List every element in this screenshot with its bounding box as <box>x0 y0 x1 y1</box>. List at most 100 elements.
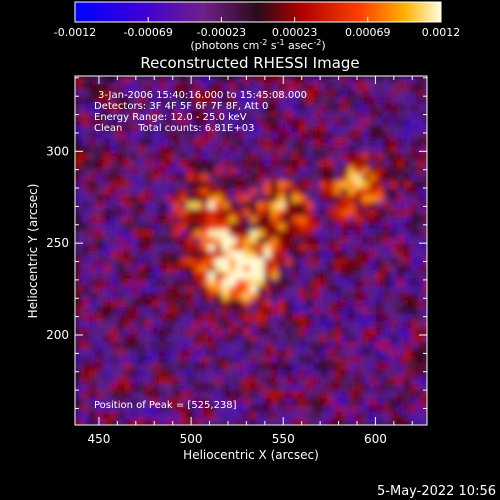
heatmap-cell <box>243 272 251 280</box>
heatmap-cell <box>425 377 427 385</box>
heatmap-cell <box>264 146 272 154</box>
heatmap-cell <box>292 363 300 371</box>
heatmap-cell <box>362 398 370 406</box>
heatmap-cell <box>320 300 328 308</box>
heatmap-cell <box>166 76 174 84</box>
heatmap-cell <box>89 314 97 322</box>
heatmap-cell <box>411 384 419 392</box>
heatmap-cell <box>82 167 90 175</box>
heatmap-cell <box>145 174 153 182</box>
heatmap-cell <box>320 76 328 84</box>
heatmap-cell <box>110 160 118 168</box>
heatmap-cell <box>320 328 328 336</box>
heatmap-cell <box>229 223 237 231</box>
heatmap-cell <box>103 118 111 126</box>
heatmap-cell <box>236 125 244 133</box>
heatmap-cell <box>320 265 328 273</box>
heatmap-cell <box>390 251 398 259</box>
heatmap-cell <box>397 76 405 84</box>
heatmap-cell <box>411 398 419 406</box>
heatmap-cell <box>292 412 300 420</box>
heatmap-cell <box>110 391 118 399</box>
heatmap-cell <box>89 391 97 399</box>
heatmap-cell <box>89 398 97 406</box>
heatmap-cell <box>187 349 195 357</box>
heatmap-cell <box>411 251 419 259</box>
heatmap-cell <box>145 349 153 357</box>
heatmap-cell <box>75 160 83 168</box>
heatmap-cell <box>292 146 300 154</box>
heatmap-cell <box>145 391 153 399</box>
heatmap-cell <box>194 160 202 168</box>
heatmap-cell <box>334 216 342 224</box>
heatmap-cell <box>264 286 272 294</box>
heatmap-cell <box>215 398 223 406</box>
heatmap-cell <box>278 265 286 273</box>
heatmap-cell <box>89 118 97 126</box>
heatmap-cell <box>89 286 97 294</box>
heatmap-cell <box>208 300 216 308</box>
heatmap-cell <box>320 377 328 385</box>
heatmap-cell <box>383 209 391 217</box>
heatmap-cell <box>334 265 342 273</box>
heatmap-cell <box>215 377 223 385</box>
heatmap-cell <box>243 363 251 371</box>
heatmap-cell <box>383 139 391 147</box>
heatmap-cell <box>159 412 167 420</box>
heatmap-cell <box>194 230 202 238</box>
heatmap-cell <box>369 174 377 182</box>
heatmap-cell <box>397 356 405 364</box>
heatmap-cell <box>418 83 426 91</box>
heatmap-cell <box>271 412 279 420</box>
heatmap-cell <box>103 335 111 343</box>
heatmap-cell <box>369 349 377 357</box>
heatmap-cell <box>222 335 230 343</box>
heatmap-cell <box>145 405 153 413</box>
heatmap-cell <box>194 279 202 287</box>
heatmap-cell <box>75 398 83 406</box>
heatmap-cell <box>299 314 307 322</box>
heatmap-cell <box>82 272 90 280</box>
heatmap-cell <box>201 272 209 280</box>
heatmap-cell <box>383 363 391 371</box>
heatmap-cell <box>397 209 405 217</box>
heatmap-cell <box>257 223 265 231</box>
heatmap-cell <box>327 76 335 84</box>
heatmap-cell <box>397 237 405 245</box>
heatmap-cell <box>208 118 216 126</box>
heatmap-cell <box>271 230 279 238</box>
heatmap-cell <box>236 412 244 420</box>
heatmap-cell <box>82 349 90 357</box>
heatmap-cell <box>348 111 356 119</box>
heatmap-cell <box>89 349 97 357</box>
heatmap-cell <box>257 153 265 161</box>
heatmap-cell <box>285 139 293 147</box>
heatmap-cell <box>341 349 349 357</box>
heatmap-cell <box>376 279 384 287</box>
heatmap-cell <box>152 181 160 189</box>
heatmap-cell <box>166 104 174 112</box>
heatmap-cell <box>208 384 216 392</box>
heatmap-cell <box>334 328 342 336</box>
heatmap-cell <box>103 349 111 357</box>
heatmap-cell <box>124 391 132 399</box>
heatmap-cell <box>327 356 335 364</box>
heatmap-cell <box>271 188 279 196</box>
heatmap-cell <box>229 202 237 210</box>
heatmap-cell <box>376 293 384 301</box>
heatmap-cell <box>131 139 139 147</box>
heatmap-cell <box>320 209 328 217</box>
heatmap-cell <box>397 321 405 329</box>
heatmap-cell <box>96 419 104 425</box>
heatmap-cell <box>285 377 293 385</box>
heatmap-cell <box>425 188 427 196</box>
heatmap-cell <box>348 104 356 112</box>
annotation-detectors: Detectors: 3F 4F 5F 6F 7F 8F, Att 0 <box>94 101 268 112</box>
heatmap-cell <box>341 419 349 425</box>
heatmap-cell <box>243 97 251 105</box>
heatmap-cell <box>397 419 405 425</box>
heatmap-cell <box>138 328 146 336</box>
heatmap-cell <box>292 111 300 119</box>
heatmap-cell <box>404 160 412 168</box>
heatmap-cell <box>89 272 97 280</box>
